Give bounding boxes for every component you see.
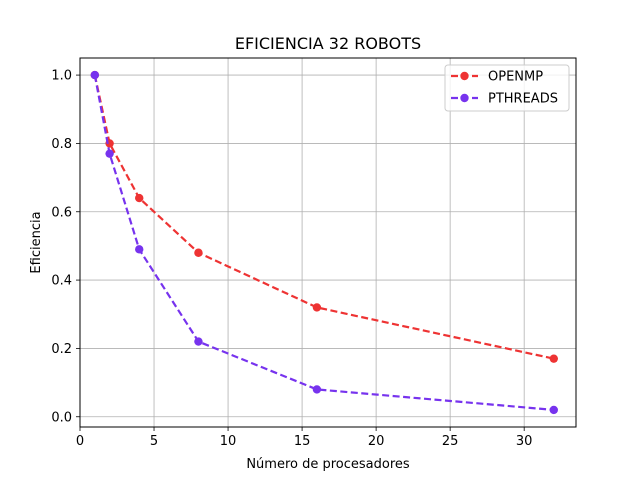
legend-entry-openmp: OPENMP <box>451 70 543 85</box>
legend: OPENMP PTHREADS <box>444 64 570 112</box>
legend-entry-pthreads: PTHREADS <box>451 92 558 107</box>
plot-area: 0 5 10 15 20 25 30 0.0 0.2 0.4 0.6 0.8 1.0 <box>51 57 577 449</box>
data-point-pthreads <box>90 70 100 80</box>
y-tick-label: 0.2 <box>51 342 72 357</box>
legend-label-openmp: OPENMP <box>488 70 543 85</box>
data-point-openmp <box>194 248 203 257</box>
data-point-pthreads <box>312 385 322 394</box>
ticks: 0 5 10 15 20 25 30 0.0 0.2 0.4 0.6 0.8 1.0 <box>51 69 532 449</box>
y-axis-label: Eficiencia <box>29 211 44 273</box>
grid <box>79 58 576 427</box>
data-point-openmp <box>549 354 558 363</box>
data-point-pthreads <box>549 405 558 415</box>
x-tick-label: 10 <box>220 434 237 449</box>
series-line-openmp <box>93 74 555 360</box>
x-tick-label: 20 <box>368 434 385 449</box>
x-tick-label: 25 <box>442 434 459 449</box>
x-tick-label: 30 <box>516 434 533 449</box>
series-pthreads <box>90 70 558 415</box>
data-point-pthreads <box>194 337 203 346</box>
x-tick-label: 0 <box>76 434 84 449</box>
legend-marker-pthreads <box>460 93 469 103</box>
x-tick-label: 15 <box>294 434 311 449</box>
chart-title: EFICIENCIA 32 ROBOTS <box>235 34 421 53</box>
x-tick-label: 5 <box>150 434 158 449</box>
y-tick-label: 0.4 <box>51 274 72 289</box>
y-tick-label: 0.8 <box>51 137 72 152</box>
data-point-openmp <box>312 303 322 312</box>
y-tick-label: 0.0 <box>51 410 72 425</box>
legend-label-pthreads: PTHREADS <box>488 92 558 107</box>
plot-frame <box>79 57 577 428</box>
data-point-pthreads <box>105 149 114 158</box>
y-tick-label: 0.6 <box>51 205 72 220</box>
legend-marker-openmp <box>460 71 469 81</box>
series-line-pthreads <box>93 74 554 412</box>
y-tick-label: 1.0 <box>51 69 72 84</box>
data-point-openmp <box>135 193 144 203</box>
x-axis-label: Número de procesadores <box>246 457 410 472</box>
series-layer <box>90 70 558 415</box>
data-point-pthreads <box>135 245 144 254</box>
